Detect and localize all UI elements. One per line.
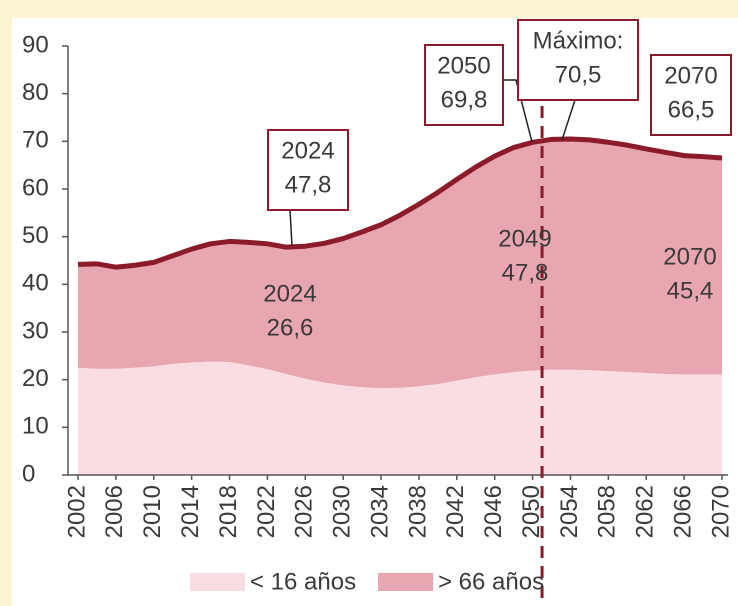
x-tick-label: 2038 [404, 485, 431, 538]
y-tick-label: 70 [22, 127, 49, 154]
area [78, 138, 722, 389]
x-tick-label: 2006 [101, 485, 128, 538]
legend-swatch [378, 573, 433, 591]
annotation-text: 26,6 [267, 314, 314, 341]
x-tick-label: 2070 [707, 485, 734, 538]
annotation-text: 45,4 [667, 277, 714, 304]
annotation-box [650, 54, 732, 136]
x-tick-label: 2010 [139, 485, 166, 538]
x-tick-label: 2054 [556, 485, 583, 538]
x-tick-label: 2018 [215, 485, 242, 538]
annotation-box [424, 44, 504, 126]
legend-swatch [190, 573, 245, 591]
y-tick-label: 40 [22, 270, 49, 297]
x-tick-label: 2030 [329, 485, 356, 538]
annotation-box [517, 19, 639, 101]
y-tick-label: 0 [22, 460, 35, 487]
x-tick-label: 2026 [291, 485, 318, 538]
y-tick-label: 30 [22, 317, 49, 344]
x-tick-label: 2050 [518, 485, 545, 538]
y-tick-label: 60 [22, 174, 49, 201]
legend-label: > 66 años [438, 568, 544, 595]
annotation-text: 69,8 [441, 86, 488, 113]
leader-line [503, 79, 533, 143]
area [78, 361, 722, 475]
leader-line [561, 99, 576, 141]
y-tick-label: 90 [22, 31, 49, 58]
x-tick-label: 2014 [177, 485, 204, 538]
y-tick-label: 10 [22, 413, 49, 440]
annotation-text: 2070 [663, 243, 716, 270]
annotation-text: 2024 [263, 280, 316, 307]
x-tick-label: 2022 [253, 485, 280, 538]
x-tick-label: 2058 [594, 485, 621, 538]
x-tick-label: 2066 [669, 485, 696, 538]
annotation-text: Máximo: [533, 27, 624, 54]
annotation-text: 47,8 [285, 171, 332, 198]
y-tick-label: 80 [22, 79, 49, 106]
annotation-text: 66,5 [668, 96, 715, 123]
annotation-text: 2024 [281, 137, 334, 164]
annotation-text: 2070 [664, 62, 717, 89]
x-tick-label: 2062 [632, 485, 659, 538]
annotation-text: 2049 [498, 225, 551, 252]
x-tick-label: 2002 [63, 485, 90, 538]
x-tick-label: 2034 [366, 485, 393, 538]
leader-line [289, 209, 293, 247]
y-tick-label: 50 [22, 222, 49, 249]
annotation-box [267, 129, 349, 211]
annotation-text: 2050 [437, 52, 490, 79]
y-tick-label: 20 [22, 365, 49, 392]
x-tick-label: 2046 [480, 485, 507, 538]
legend-label: < 16 años [250, 568, 356, 595]
x-tick-label: 2042 [442, 485, 469, 538]
annotation-text: 47,8 [502, 259, 549, 286]
annotation-text: 70,5 [555, 61, 602, 88]
total-line [77, 136, 723, 270]
